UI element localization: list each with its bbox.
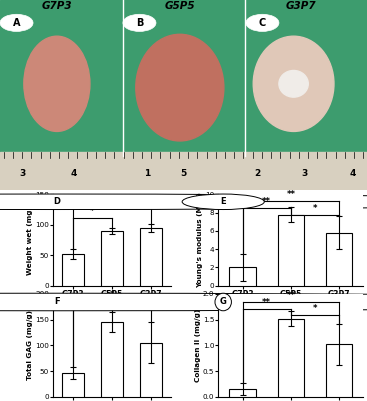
Text: G: G xyxy=(220,298,227,306)
Text: *: * xyxy=(313,304,317,313)
Text: **: ** xyxy=(262,197,271,207)
Bar xyxy=(62,373,84,397)
Y-axis label: Total GAG (mg/g): Total GAG (mg/g) xyxy=(27,310,33,381)
Text: *: * xyxy=(90,207,95,216)
Bar xyxy=(140,343,162,397)
Text: G7P3: G7P3 xyxy=(41,1,72,11)
Bar xyxy=(101,322,123,397)
Circle shape xyxy=(182,194,264,210)
Text: G3P7: G3P7 xyxy=(286,1,316,11)
Text: **: ** xyxy=(108,196,116,205)
Circle shape xyxy=(246,14,279,31)
Text: C: C xyxy=(259,18,266,28)
Text: E: E xyxy=(221,197,226,206)
Bar xyxy=(229,267,256,286)
Text: G5P5: G5P5 xyxy=(164,1,195,11)
Text: 5: 5 xyxy=(180,169,187,178)
Bar xyxy=(326,344,352,397)
Y-axis label: Weight wet (mg): Weight wet (mg) xyxy=(27,206,33,275)
Circle shape xyxy=(0,194,367,210)
Text: 1: 1 xyxy=(143,169,150,178)
Text: A: A xyxy=(13,18,20,28)
Text: 3: 3 xyxy=(301,169,308,178)
Circle shape xyxy=(123,14,156,31)
Circle shape xyxy=(0,293,367,311)
Text: **: ** xyxy=(286,190,295,199)
Bar xyxy=(0,0,367,156)
Circle shape xyxy=(0,14,33,31)
Bar xyxy=(101,231,123,286)
Bar xyxy=(0,152,367,190)
Bar xyxy=(62,254,84,286)
Ellipse shape xyxy=(136,34,224,141)
Circle shape xyxy=(215,293,232,311)
Text: B: B xyxy=(136,18,143,28)
Text: D: D xyxy=(54,197,61,206)
Text: *: * xyxy=(110,290,114,299)
Bar xyxy=(229,389,256,397)
Text: 3: 3 xyxy=(19,169,25,178)
Bar xyxy=(326,233,352,286)
Bar xyxy=(140,228,162,286)
Text: *: * xyxy=(313,204,317,213)
Text: 4: 4 xyxy=(70,169,77,178)
Text: **: ** xyxy=(262,298,271,307)
Text: 4: 4 xyxy=(349,169,356,178)
Text: **: ** xyxy=(286,291,295,300)
Ellipse shape xyxy=(24,36,90,132)
Text: 2: 2 xyxy=(254,169,260,178)
Y-axis label: Young's modulus (MPa): Young's modulus (MPa) xyxy=(197,192,203,288)
Ellipse shape xyxy=(253,36,334,132)
Bar xyxy=(277,318,304,397)
Bar xyxy=(277,215,304,286)
Text: F: F xyxy=(54,298,60,306)
Text: **: ** xyxy=(88,298,97,307)
Y-axis label: Collagen II (mg/g): Collagen II (mg/g) xyxy=(195,309,201,382)
Ellipse shape xyxy=(279,71,308,97)
